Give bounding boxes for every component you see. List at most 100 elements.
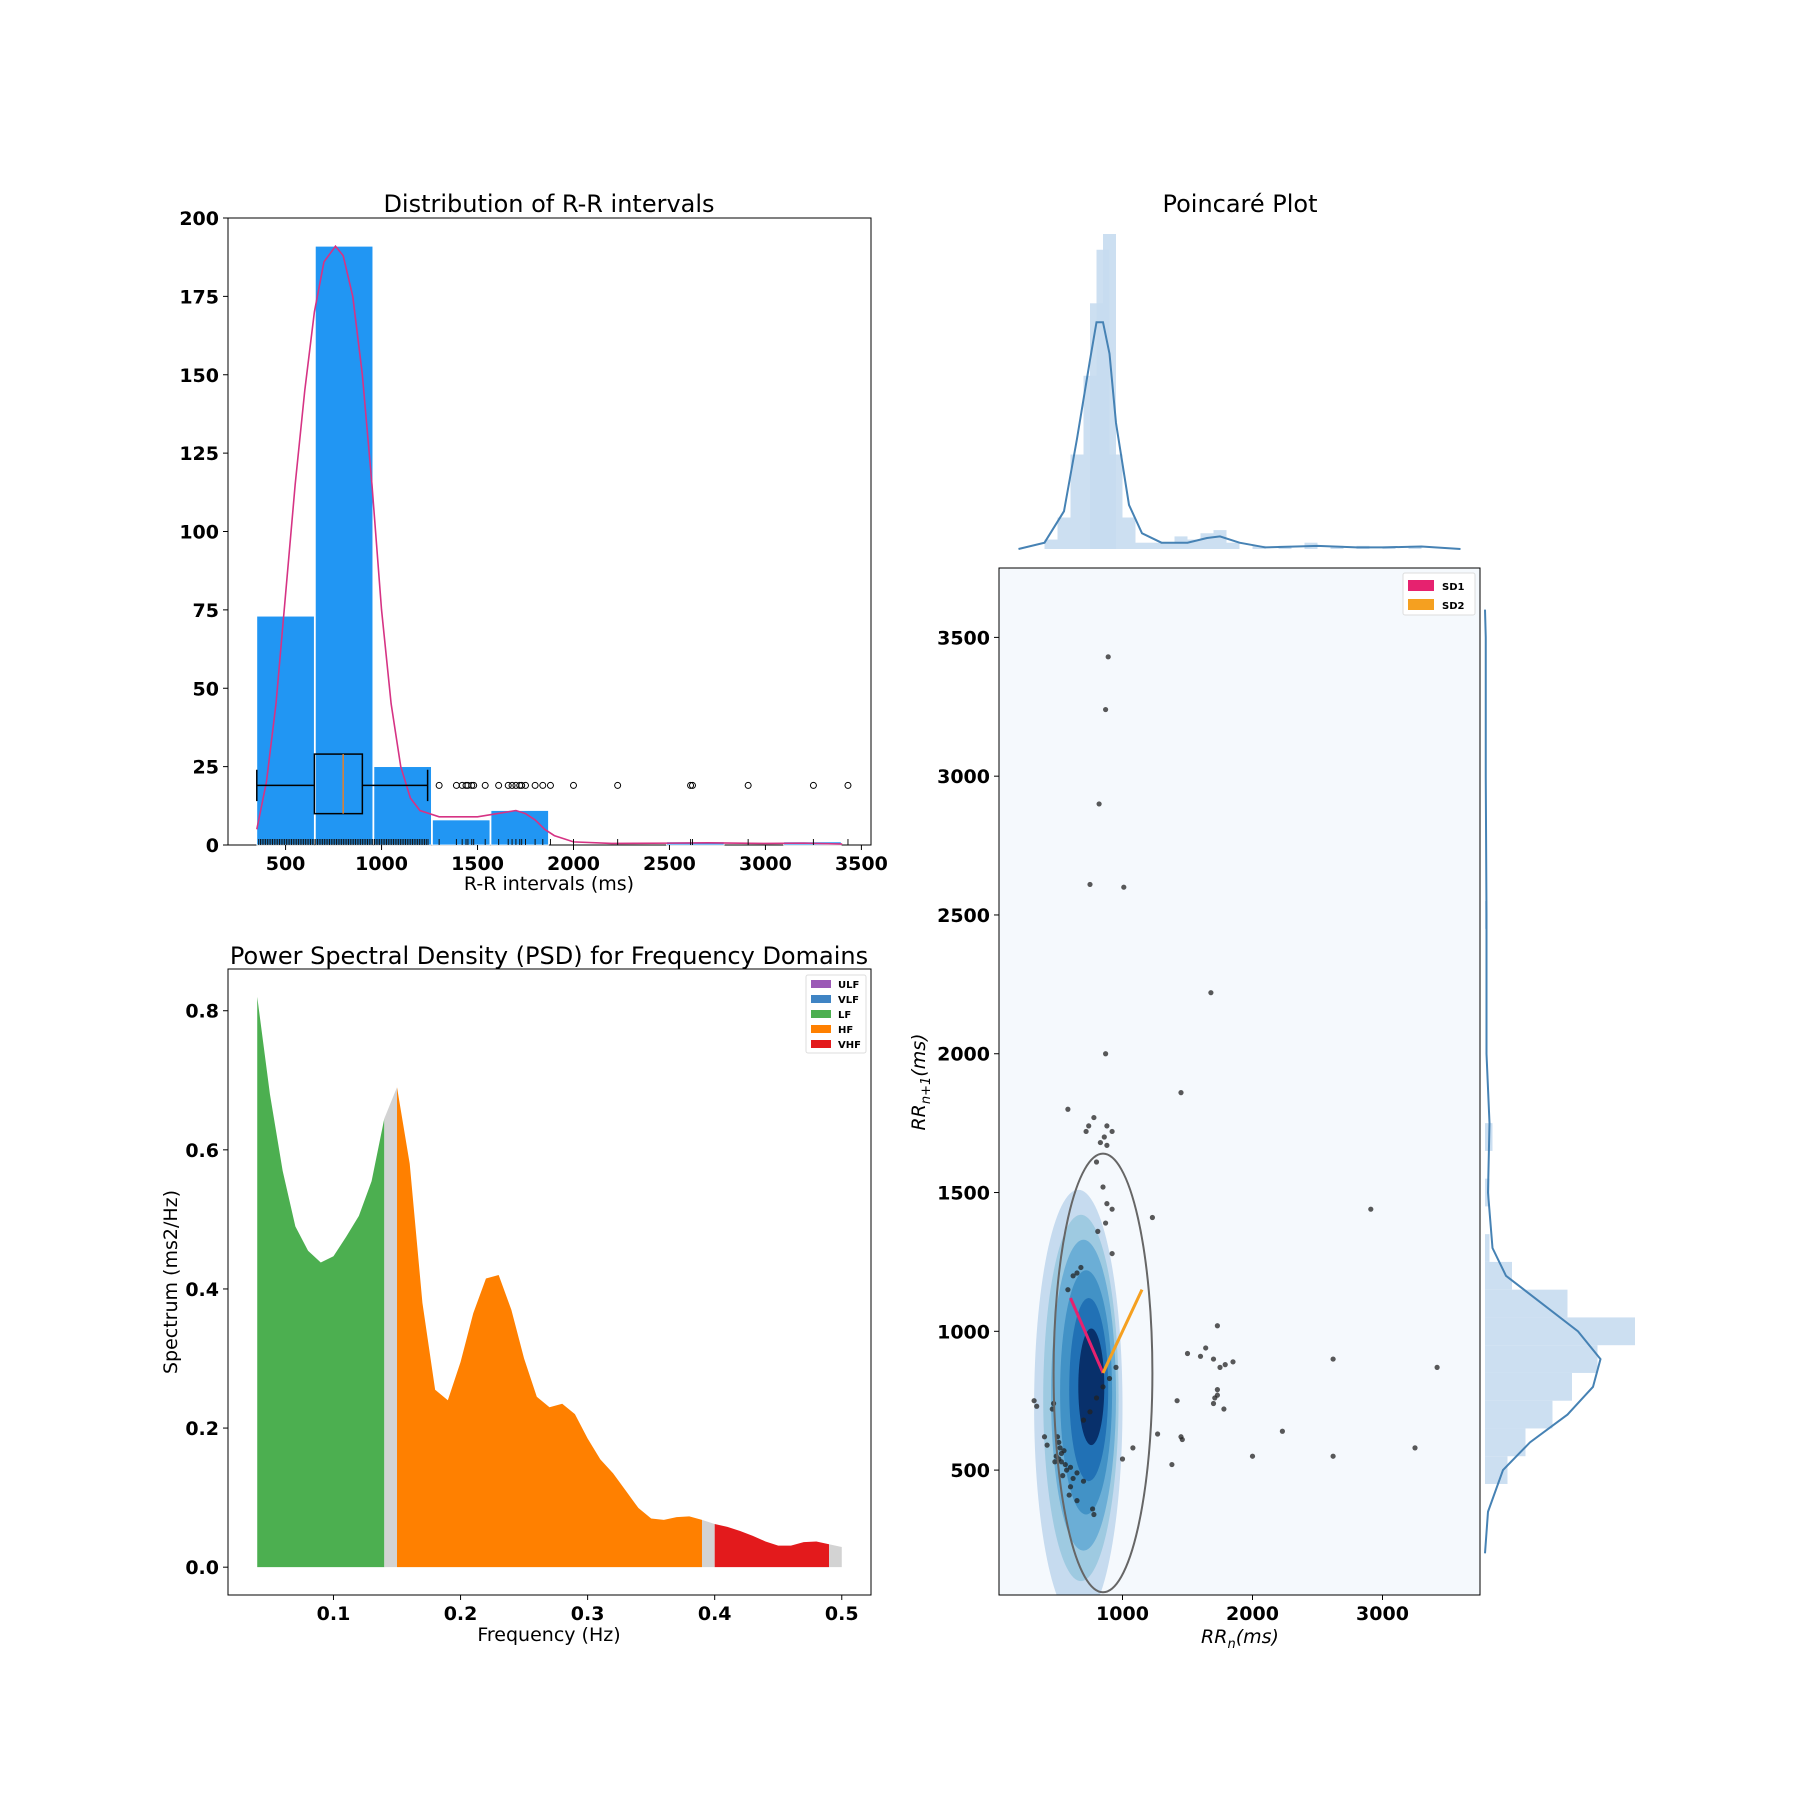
scatter-point-0 [1105,654,1111,660]
scatter-point-67 [1074,1470,1080,1476]
scatter-point-6 [1103,1051,1109,1057]
scatter-point-27 [1074,1270,1080,1276]
top-hist-bar-2 [1070,454,1084,549]
outlier-point-8 [495,781,503,789]
legend-label-vhf: VHF [838,1040,861,1051]
scatter-point-10 [1086,1123,1092,1129]
right-hist-bar-7 [1485,1261,1512,1290]
scatter-point-9 [1091,1114,1097,1121]
scatter-point-38 [1230,1359,1236,1365]
outlier-point-9 [504,781,512,789]
scatter-point-77 [1412,1445,1418,1451]
scatter-point-15 [1097,1139,1103,1146]
scatter-point-17 [1093,1159,1100,1165]
y-tick-label-1: 25 [193,757,219,779]
legend-label-vlf: VLF [838,995,859,1006]
x-tick-label-0: 0.1 [317,1603,351,1625]
scatter-point-11 [1104,1123,1110,1129]
poincare-xlabel: RRn(ms) [1201,1626,1279,1652]
scatter-point-43 [1210,1400,1217,1407]
psd-axes-frame [227,968,872,1596]
scatter-point-53 [1279,1428,1285,1434]
rr-distribution-title: Distribution of R-R intervals [383,190,714,218]
scatter-point-5 [1208,990,1214,996]
psd-band-gap-1 [384,1087,398,1568]
scatter-point-74 [1169,1461,1175,1468]
scatter-point-57 [1044,1442,1050,1448]
scatter-point-20 [1109,1206,1115,1212]
scatter-point-73 [1130,1445,1136,1451]
x-tick-label-3: 0.4 [698,1603,732,1625]
scatter-point-81 [1090,1506,1096,1512]
y-tick-label-8: 200 [179,208,219,230]
poincare-axes-frame [998,567,1481,1596]
x-tick-label-0: 500 [266,853,306,875]
outlier-point-19 [614,781,622,789]
top-hist-bar-14 [1200,533,1214,549]
legend-swatch-sd2 [1408,599,1434,610]
right-hist-bar-4 [1485,1345,1598,1373]
scatter-point-34 [1210,1356,1217,1362]
scatter-point-21 [1368,1206,1374,1212]
scatter-point-54 [1041,1434,1048,1440]
top-hist-bar-15 [1213,530,1227,549]
scatter-point-26 [1078,1264,1084,1271]
scatter-point-31 [1203,1345,1209,1351]
scatter-point-14 [1101,1134,1107,1140]
top-hist-bar-7 [1109,454,1123,549]
top-hist-bar-1 [1057,517,1071,549]
psd-band-gap-5 [829,1544,842,1568]
y-tick-label-4: 100 [179,522,219,544]
x-tick-label-5: 3000 [739,853,792,875]
scatter-point-88 [1113,1364,1119,1370]
top-hist-bar-17 [1252,545,1266,549]
outlier-point-21 [688,781,696,789]
scatter-point-1 [1103,706,1109,713]
scatter-point-28 [1070,1273,1076,1279]
scatter-point-23 [1103,1220,1109,1226]
poincare-ylabel: RRn+1(ms) [908,1033,934,1130]
histogram-bar-1 [314,245,374,846]
outlier-point-0 [435,781,443,789]
scatter-point-83 [1080,1417,1087,1423]
outlier-point-1 [452,781,460,789]
outlier-point-15 [531,781,539,789]
scatter-point-76 [1330,1453,1336,1459]
scatter-point-12 [1083,1128,1089,1135]
scatter-point-46 [1034,1403,1040,1409]
psd-band-gap-3 [701,1519,715,1568]
y-tick-label-2: 0.4 [185,1279,219,1301]
scatter-point-80 [1074,1498,1080,1504]
rr-distribution-marks: 500 1000 1500 2000 2500 3000 3500 0 25 50 75 100 125… [179,208,888,875]
y-tick-label-4: 0.8 [185,1001,219,1023]
rr-distribution-panel: 500 1000 1500 2000 2500 3000 3500 0 25 50 75 100 125… [179,190,888,895]
scatter-point-19 [1104,1201,1110,1207]
psd-panel: 0.1 0.2 0.3 0.4 0.5 0.0 0.2 0.4 0.6 0.8 Power Spe… [160,942,872,1646]
outlier-point-14 [522,781,530,789]
legend-swatch-vhf [811,1040,831,1048]
legend-label-sd1: SD1 [1442,582,1465,593]
scatter-point-44 [1174,1398,1180,1404]
poincare-panel: Poincaré Plot RRn(ms) RRn+1(ms) SD1 SD2 1… [908,190,1635,1652]
y-tick-label-3: 0.6 [185,1140,219,1162]
y-tick-label-5: 3000 [937,766,990,788]
y-tick-label-3: 2000 [937,1044,990,1066]
top-hist-bar-13 [1187,539,1201,549]
legend-swatch-lf [811,1010,831,1018]
poincare-marks [1031,654,1440,1595]
y-tick-label-2: 50 [193,678,219,700]
sd2-line [1101,1289,1144,1374]
psd-title: Power Spectral Density (PSD) for Frequen… [230,942,868,970]
top-hist-bar-10 [1148,542,1162,549]
scatter-point-25 [1109,1250,1115,1257]
right-hist-bar-0 [1485,1456,1508,1484]
scatter-point-22 [1149,1214,1155,1221]
top-hist-bar-8 [1122,517,1136,549]
scatter-point-49 [1221,1406,1227,1412]
legend-label-hf: HF [838,1025,853,1036]
sd-ellipse [1052,1152,1154,1594]
y-tick-label-6: 3500 [937,627,990,649]
y-tick-label-2: 1500 [937,1183,990,1205]
y-tick-label-5: 125 [179,443,219,465]
legend-swatch-sd1 [1408,580,1434,591]
